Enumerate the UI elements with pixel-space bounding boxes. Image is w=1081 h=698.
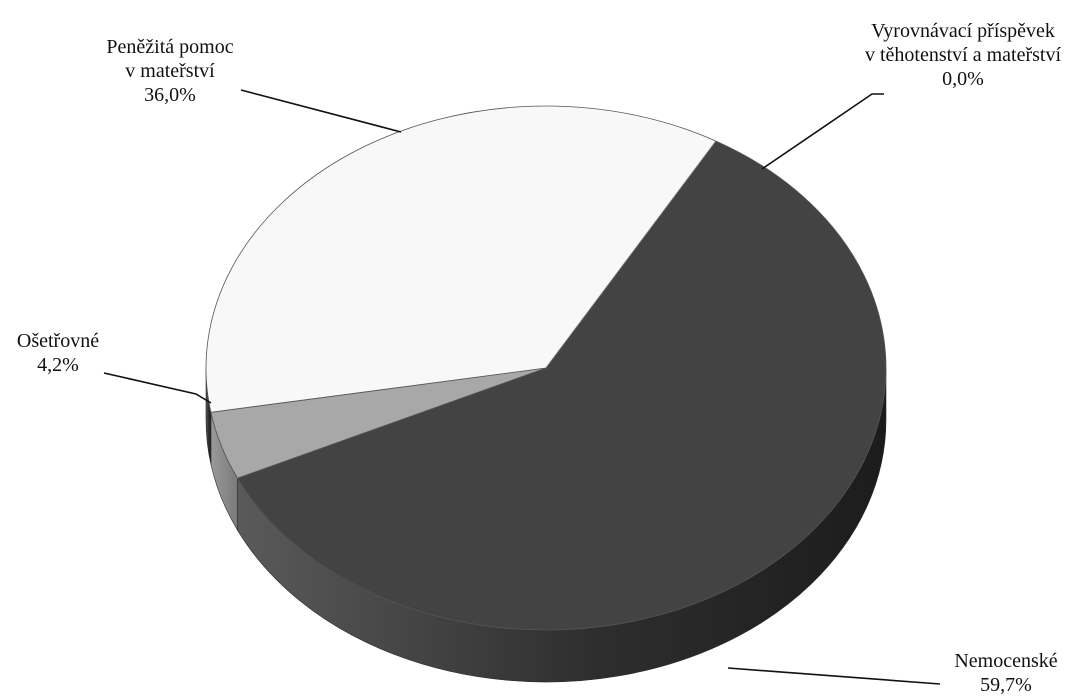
leader-line-3: [762, 94, 884, 169]
slice-value-label: 0,0%: [942, 68, 984, 90]
leader-line-0: [728, 668, 940, 684]
slice-name-label: v mateřství: [125, 60, 215, 82]
slice-name-label: Peněžitá pomoc: [106, 36, 233, 58]
slice-name-label: Vyrovnávací příspěvek: [871, 20, 1055, 42]
leader-line-2: [241, 90, 401, 132]
slice-name-label: Nemocenské: [954, 650, 1057, 672]
slice-value-label: 36,0%: [144, 84, 196, 106]
pie-slices: [206, 106, 886, 630]
slice-value-label: 4,2%: [37, 354, 79, 376]
slice-value-label: 59,7%: [980, 674, 1032, 696]
slice-name-label: v těhotenství a mateřství: [865, 44, 1062, 66]
leader-line-1: [104, 373, 211, 403]
slice-name-label: Ošetřovné: [17, 330, 99, 352]
